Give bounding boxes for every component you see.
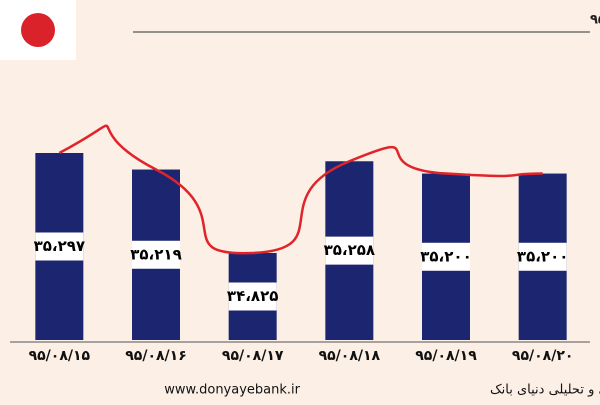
value-label-box	[518, 242, 567, 271]
value-label: ۳۵،۲۹۷	[34, 237, 85, 255]
value-label: ۳۴،۸۲۵	[227, 287, 278, 305]
value-label-box	[228, 282, 277, 311]
footer-url: www.donyayebank.ir	[164, 383, 300, 398]
value-label-box	[325, 236, 374, 265]
value-label-box	[422, 242, 470, 271]
value-label: ۳۵،۲۵۸	[324, 241, 375, 259]
value-label-box	[35, 232, 84, 261]
value-label: ۳۵،۲۰۰	[420, 247, 471, 265]
x-tick-label: ۹۵/۰۸/۲۰	[512, 348, 574, 364]
footer-source: شبکه خبری و تحلیلی دنیای بانک	[490, 383, 600, 398]
trend-line	[58, 124, 543, 255]
x-tick-label: ۹۵/۰۸/۱۸	[319, 348, 381, 364]
x-tick-label: ۹۵/۰۸/۱۵	[29, 348, 91, 364]
x-tick-label: ۹۵/۰۸/۱۹	[415, 348, 477, 364]
x-tick-label: ۹۵/۰۸/۱۷	[222, 348, 284, 364]
chart-title: نرخ برابری ین ژاپن در برابر ریال ایران د…	[590, 11, 600, 28]
x-tick-label: ۹۵/۰۸/۱۶	[125, 348, 187, 364]
value-label: ۳۵،۲۱۹	[130, 245, 181, 263]
value-label-box	[132, 240, 180, 269]
japan-flag	[21, 13, 55, 47]
value-label: ۳۵،۲۰۰	[517, 247, 568, 265]
